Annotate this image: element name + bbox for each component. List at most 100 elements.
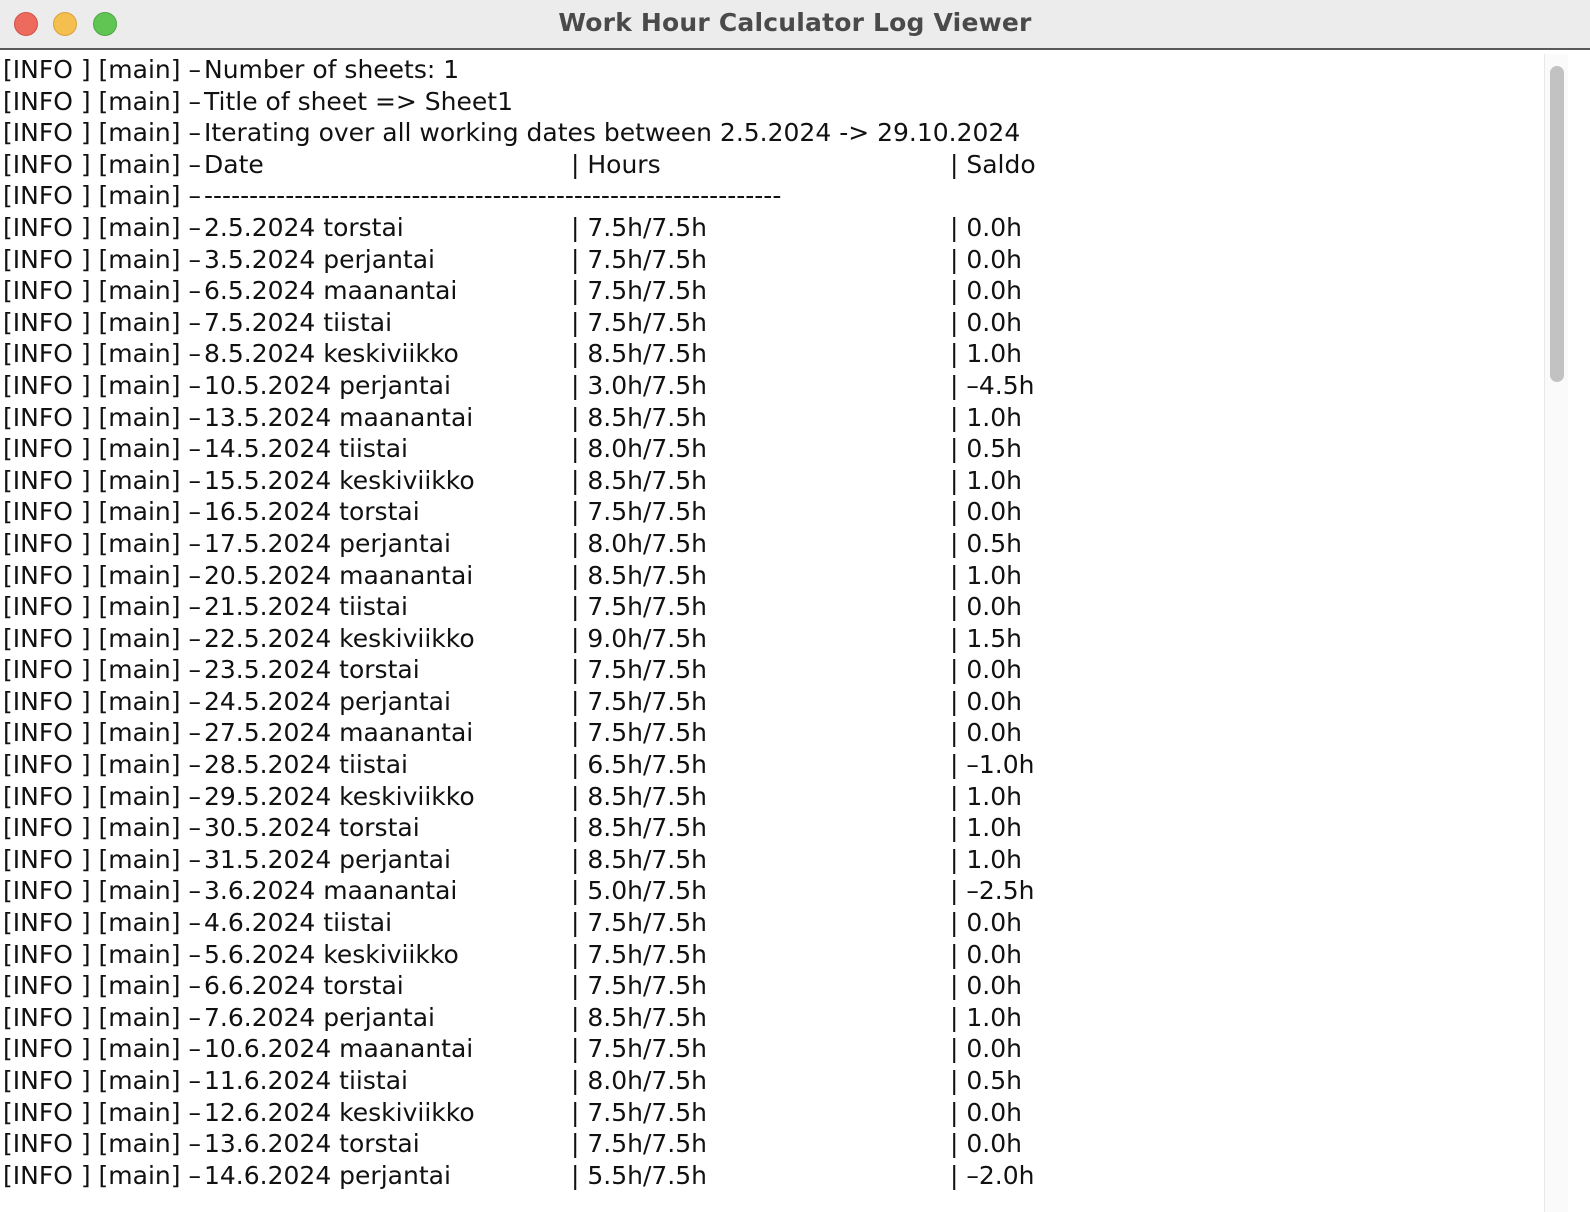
scrollbar-thumb[interactable] [1550, 66, 1564, 382]
row-date: 12.6.2024 keskiviikko [204, 1097, 475, 1127]
row-hours: | 9.0h/7.5h [571, 623, 707, 653]
minimize-window-button[interactable] [53, 12, 77, 36]
row-hours: | 7.5h/7.5h [571, 1129, 707, 1159]
row-saldo: | –2.5h [950, 876, 1035, 906]
log-prefix: [INFO ] [main] – [3, 434, 201, 464]
log-row: [INFO ] [main] –14.6.2024 perjantai | 5.5… [0, 1160, 1544, 1192]
row-date: 29.5.2024 keskiviikko [204, 781, 475, 811]
log-prefix: [INFO ] [main] – [3, 686, 201, 716]
row-saldo: | 1.0h [950, 844, 1022, 874]
row-saldo: | 0.0h [950, 718, 1022, 748]
row-hours: | 8.5h/7.5h [571, 1002, 707, 1032]
log-text-area[interactable]: [INFO ] [main] – Number of sheets: 1 [INFO… [0, 54, 1544, 1212]
row-saldo: | 0.0h [950, 908, 1022, 938]
log-row: [INFO ] [main] –22.5.2024 keskiviikko | 9… [0, 623, 1544, 655]
row-hours: | 6.5h/7.5h [571, 750, 707, 780]
row-saldo: | 0.0h [950, 1097, 1022, 1127]
log-row: [INFO ] [main] –29.5.2024 keskiviikko | 8… [0, 781, 1544, 813]
row-saldo: | 0.0h [950, 212, 1022, 242]
log-prefix: [INFO ] [main] – [3, 844, 201, 874]
row-hours: | 8.5h/7.5h [571, 813, 707, 843]
row-hours: | 7.5h/7.5h [571, 718, 707, 748]
row-date: 10.5.2024 perjantai [204, 370, 451, 400]
log-prefix: [INFO ] [main] – [3, 1066, 201, 1095]
row-hours: | 3.0h/7.5h [571, 370, 707, 400]
row-date: 17.5.2024 perjantai [204, 528, 451, 558]
row-hours: | 8.0h/7.5h [571, 1066, 707, 1095]
title-bar[interactable]: Work Hour Calculator Log Viewer [0, 0, 1590, 50]
log-prefix: [INFO ] [main] – [3, 212, 201, 242]
log-separator: [INFO ] [main] – ------------------------… [0, 180, 1544, 212]
log-prefix: [INFO ] [main] – [3, 908, 201, 938]
row-date: 8.5.2024 keskiviikko [204, 339, 459, 369]
vertical-scrollbar[interactable] [1544, 54, 1568, 1212]
row-date: 22.5.2024 keskiviikko [204, 623, 475, 653]
row-hours: | 7.5h/7.5h [571, 307, 707, 337]
row-saldo: | 0.0h [950, 307, 1022, 337]
log-prefix: [INFO ] [main] – [3, 750, 201, 780]
log-row: [INFO ] [main] –30.5.2024 torstai | 8.5h/… [0, 812, 1544, 844]
row-hours: | 7.5h/7.5h [571, 1097, 707, 1127]
row-hours: | 7.5h/7.5h [571, 497, 707, 527]
log-row: [INFO ] [main] –4.6.2024 tiistai | 7.5h/7… [0, 907, 1544, 939]
row-hours: | 8.5h/7.5h [571, 465, 707, 495]
log-row: [INFO ] [main] –7.5.2024 tiistai | 7.5h/7… [0, 307, 1544, 339]
row-hours: | 7.5h/7.5h [571, 939, 707, 969]
log-prefix: [INFO ] [main] – [3, 465, 201, 495]
log-prefix: [INFO ] [main] – [3, 307, 201, 337]
row-date: 13.6.2024 torstai [204, 1129, 420, 1159]
row-date: 14.5.2024 tiistai [204, 434, 408, 464]
row-hours: | 8.5h/7.5h [571, 781, 707, 811]
row-hours: | 5.0h/7.5h [571, 876, 707, 906]
log-prefix: [INFO ] [main] – [3, 276, 201, 306]
log-row: [INFO ] [main] –27.5.2024 maanantai | 7.5… [0, 717, 1544, 749]
row-date: 15.5.2024 keskiviikko [204, 465, 475, 495]
log-message: Iterating over all working dates between… [204, 118, 1021, 148]
log-prefix: [INFO ] [main] – [3, 781, 201, 811]
row-date: 7.5.2024 tiistai [204, 307, 393, 337]
row-date: 27.5.2024 maanantai [204, 718, 474, 748]
log-row: [INFO ] [main] –13.6.2024 torstai | 7.5h/… [0, 1128, 1544, 1160]
log-prefix: [INFO ] [main] – [3, 370, 201, 400]
row-hours: | 7.5h/7.5h [571, 971, 707, 1001]
row-saldo: | 0.0h [950, 971, 1022, 1001]
column-header-date: Date [204, 149, 264, 179]
row-date: 2.5.2024 torstai [204, 212, 404, 242]
log-row: [INFO ] [main] –17.5.2024 perjantai | 8.0… [0, 528, 1544, 560]
row-saldo: | 0.0h [950, 1034, 1022, 1064]
log-prefix: [INFO ] [main] – [3, 876, 201, 906]
row-saldo: | 0.0h [950, 939, 1022, 969]
row-saldo: | 1.0h [950, 1002, 1022, 1032]
row-hours: | 8.5h/7.5h [571, 339, 707, 369]
row-hours: | 7.5h/7.5h [571, 686, 707, 716]
row-date: 11.6.2024 tiistai [204, 1066, 408, 1095]
log-column-header: [INFO ] [main] – Date | Hours | Saldo [0, 149, 1544, 181]
log-row: [INFO ] [main] –10.5.2024 perjantai | 3.0… [0, 370, 1544, 402]
log-message: Number of sheets: 1 [204, 55, 460, 84]
window-right-edge [1568, 50, 1590, 1212]
row-date: 30.5.2024 torstai [204, 813, 420, 843]
zoom-window-button[interactable] [93, 12, 117, 36]
row-date: 4.6.2024 tiistai [204, 908, 393, 938]
row-date: 6.5.2024 maanantai [204, 276, 458, 306]
row-date: 5.6.2024 keskiviikko [204, 939, 459, 969]
log-prefix: [INFO ] [main] – [3, 1129, 201, 1159]
log-prefix: [INFO ] [main] – [3, 244, 201, 274]
row-hours: | 7.5h/7.5h [571, 244, 707, 274]
row-hours: | 8.5h/7.5h [571, 402, 707, 432]
row-hours: | 8.5h/7.5h [571, 844, 707, 874]
row-hours: | 8.5h/7.5h [571, 560, 707, 590]
log-prefix: [INFO ] [main] – [3, 1002, 201, 1032]
row-date: 23.5.2024 torstai [204, 655, 420, 685]
row-date: 31.5.2024 perjantai [204, 844, 451, 874]
separator-dashes: ----------------------------------------… [204, 181, 782, 211]
log-line-info: [INFO ] [main] – Iterating over all worki… [0, 117, 1544, 149]
row-saldo: | 1.0h [950, 465, 1022, 495]
row-hours: | 8.0h/7.5h [571, 528, 707, 558]
row-hours: | 7.5h/7.5h [571, 908, 707, 938]
log-prefix: [INFO ] [main] – [3, 528, 201, 558]
row-date: 20.5.2024 maanantai [204, 560, 474, 590]
close-window-button[interactable] [14, 12, 38, 36]
row-date: 6.6.2024 torstai [204, 971, 404, 1001]
